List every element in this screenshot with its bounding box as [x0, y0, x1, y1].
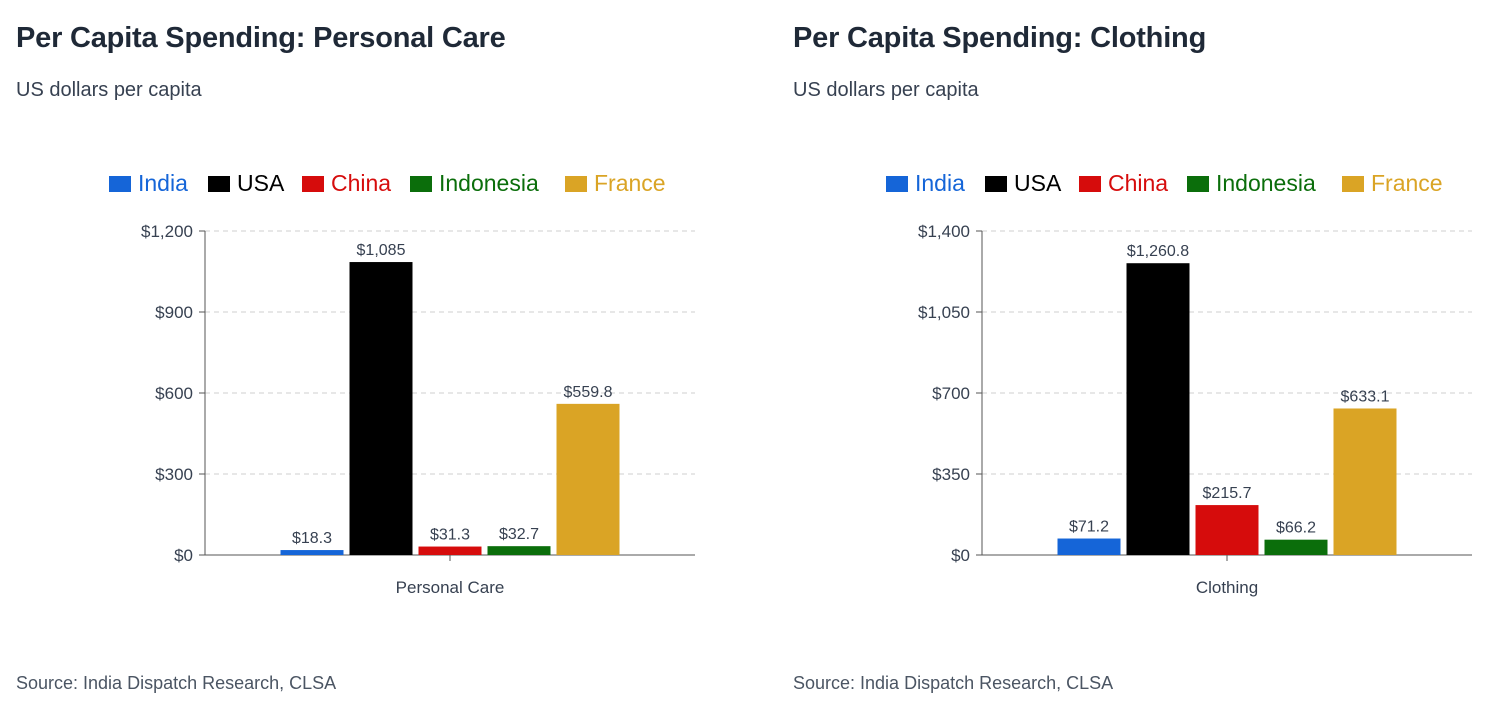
legend-label-indonesia: Indonesia — [1216, 170, 1316, 196]
bar-chart-personal-care: India USA China Indonesia France $0 $300 $600 $9… — [109, 170, 695, 597]
legend-label-usa: USA — [1014, 170, 1062, 196]
y-tick-label: $1,200 — [141, 222, 193, 241]
bar-usa — [1126, 263, 1190, 555]
bar-value-label-india: $71.2 — [1069, 519, 1109, 536]
legend-swatch-india — [886, 176, 908, 192]
bar-value-label-indonesia: $66.2 — [1276, 520, 1316, 537]
chart-subtitle: US dollars per capita — [16, 79, 202, 101]
legend-swatch-india — [109, 176, 131, 192]
bar-france — [1333, 408, 1397, 555]
bar-usa — [349, 262, 413, 555]
legend-label-france: France — [1371, 170, 1443, 196]
chart-title: Per Capita Spending: Personal Care — [16, 22, 506, 54]
legend-label-china: China — [1108, 170, 1168, 196]
y-tick-label: $600 — [155, 384, 193, 403]
bar-value-label-china: $215.7 — [1203, 485, 1252, 502]
y-tick-label: $700 — [932, 384, 970, 403]
y-tick-label: $0 — [951, 546, 970, 565]
legend-swatch-china — [302, 176, 324, 192]
bar-india — [1057, 538, 1121, 555]
legend-label-india: India — [138, 170, 188, 196]
bar-india — [280, 550, 344, 555]
y-tick-label: $0 — [174, 546, 193, 565]
source-note: Source: India Dispatch Research, CLSA — [16, 673, 337, 693]
legend-swatch-indonesia — [1187, 176, 1209, 192]
chart-panel-clothing: Per Capita Spending: Clothing US dollars… — [793, 0, 1500, 712]
legend-swatch-usa — [985, 176, 1007, 192]
chart-title: Per Capita Spending: Clothing — [793, 22, 1207, 54]
bar-china — [1195, 505, 1259, 555]
bar-value-label-france: $559.8 — [564, 384, 613, 401]
legend-swatch-france — [565, 176, 587, 192]
bar-indonesia — [1264, 539, 1328, 555]
chart-panel-personal-care: Per Capita Spending: Personal Care US do… — [16, 0, 756, 712]
legend-swatch-china — [1079, 176, 1101, 192]
bar-china — [418, 546, 482, 555]
legend-swatch-france — [1342, 176, 1364, 192]
legend-label-indonesia: Indonesia — [439, 170, 539, 196]
bar-value-label-usa: $1,085 — [357, 242, 406, 259]
bar-value-label-usa: $1,260.8 — [1127, 243, 1189, 260]
bar-value-label-france: $633.1 — [1341, 388, 1390, 405]
legend-label-india: India — [915, 170, 965, 196]
legend-label-usa: USA — [237, 170, 285, 196]
y-tick-label: $1,400 — [918, 222, 970, 241]
y-tick-label: $1,050 — [918, 303, 970, 322]
bar-indonesia — [487, 546, 551, 555]
legend-label-china: China — [331, 170, 391, 196]
source-note: Source: India Dispatch Research, CLSA — [793, 673, 1114, 693]
y-tick-label: $900 — [155, 303, 193, 322]
chart-subtitle: US dollars per capita — [793, 79, 979, 101]
x-category-label: Personal Care — [396, 578, 505, 597]
bar-value-label-china: $31.3 — [430, 527, 470, 544]
legend-label-france: France — [594, 170, 666, 196]
legend-swatch-indonesia — [410, 176, 432, 192]
legend-swatch-usa — [208, 176, 230, 192]
bar-value-label-india: $18.3 — [292, 530, 332, 547]
bar-france — [556, 403, 620, 555]
y-tick-label: $350 — [932, 465, 970, 484]
bar-value-label-indonesia: $32.7 — [499, 526, 539, 543]
x-category-label: Clothing — [1196, 578, 1258, 597]
y-tick-label: $300 — [155, 465, 193, 484]
bar-chart-clothing: India USA China Indonesia France $0 $350 $700 $1… — [886, 170, 1472, 597]
